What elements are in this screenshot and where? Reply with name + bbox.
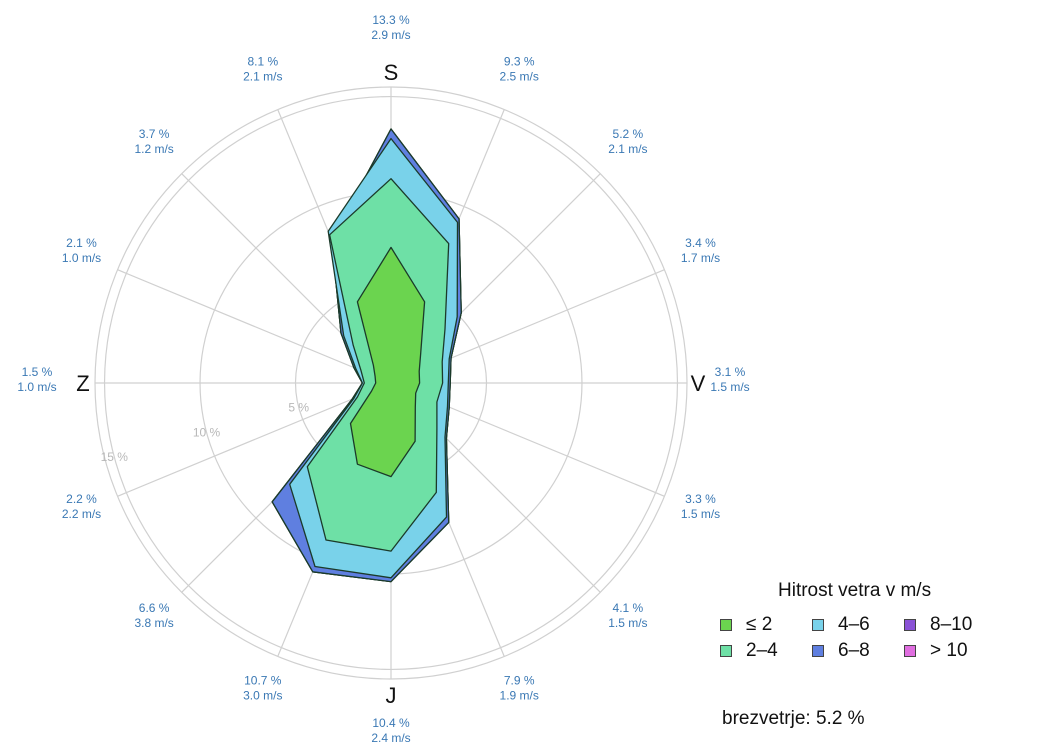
direction-percent: 3.4 % [685,236,716,250]
compass-south: J [386,683,397,708]
legend-label: 2–4 [746,640,778,661]
direction-labels: 5 % 10 % 15 % S V J Z 13.3 % 2.9 m/s 9.3 % 2.5 m/s… [17,13,749,745]
direction-percent: 3.7 % [139,127,170,141]
ring-label: 5 % [288,401,309,415]
legend-item: > 10 [904,640,1004,662]
legend-item: 6–8 [812,640,904,662]
legend-item: ≤ 2 [720,614,812,636]
direction-stat: 3.3 % 1.5 m/s [681,492,720,521]
legend-label: > 10 [930,640,968,661]
legend-swatch [812,645,824,657]
compass-east: V [691,371,706,396]
direction-speed: 2.1 m/s [243,70,282,84]
direction-speed: 2.5 m/s [500,70,539,84]
direction-stat: 6.6 % 3.8 m/s [134,601,173,630]
direction-stat: 10.7 % 3.0 m/s [243,673,282,702]
direction-speed: 1.2 m/s [134,142,173,156]
direction-percent: 9.3 % [504,55,535,69]
direction-speed: 1.5 m/s [710,380,749,394]
direction-speed: 3.8 m/s [134,616,173,630]
direction-stat: 5.2 % 2.1 m/s [608,127,647,156]
legend-label: 8–10 [930,614,973,635]
direction-percent: 6.6 % [139,601,170,615]
direction-speed: 2.9 m/s [371,28,410,42]
direction-stat: 10.4 % 2.4 m/s [371,716,410,745]
compass-west: Z [76,371,89,396]
direction-speed: 2.1 m/s [608,142,647,156]
direction-speed: 1.5 m/s [681,507,720,521]
direction-stat: 4.1 % 1.5 m/s [608,601,647,630]
legend-items: ≤ 2 4–6 8–10 2–4 6–8 > 10 [720,614,1040,662]
legend-label: 4–6 [838,614,870,635]
direction-speed: 1.0 m/s [62,251,101,265]
legend-item: 2–4 [720,640,812,662]
legend-swatch [904,619,916,631]
direction-speed: 3.0 m/s [243,688,282,702]
calm-percentage: brezvetrje: 5.2 % [722,708,865,729]
direction-speed: 1.0 m/s [17,380,56,394]
direction-percent: 10.7 % [244,673,282,687]
direction-stat: 2.1 % 1.0 m/s [62,236,101,265]
radial-spoke [117,382,392,497]
legend-label: 6–8 [838,640,870,661]
direction-stat: 3.7 % 1.2 m/s [134,127,173,156]
direction-stat: 9.3 % 2.5 m/s [500,55,539,84]
direction-speed: 1.5 m/s [608,616,647,630]
direction-stat: 3.1 % 1.5 m/s [710,365,749,394]
direction-percent: 8.1 % [247,55,278,69]
direction-percent: 3.3 % [685,492,716,506]
direction-stat: 1.5 % 1.0 m/s [17,365,56,394]
direction-percent: 4.1 % [613,601,644,615]
direction-speed: 2.2 m/s [62,507,101,521]
compass-north: S [384,60,399,85]
direction-percent: 3.1 % [715,365,746,379]
direction-speed: 2.4 m/s [371,731,410,745]
direction-stat: 3.4 % 1.7 m/s [681,236,720,265]
direction-stat: 13.3 % 2.9 m/s [371,13,410,42]
direction-percent: 2.2 % [66,492,97,506]
direction-percent: 13.3 % [372,13,410,27]
legend-title: Hitrost vetra v m/s [778,580,932,601]
direction-percent: 2.1 % [66,236,97,250]
rose-layer-0 [349,246,426,478]
ring-label: 10 % [193,425,221,439]
direction-stat: 8.1 % 2.1 m/s [243,55,282,84]
ring-label: 15 % [101,450,129,464]
direction-speed: 1.9 m/s [500,688,539,702]
direction-percent: 10.4 % [372,716,410,730]
direction-percent: 7.9 % [504,673,535,687]
legend-item: 4–6 [812,614,904,636]
legend-swatch [812,619,824,631]
legend-swatch [720,645,732,657]
legend-swatch [904,645,916,657]
direction-percent: 5.2 % [613,127,644,141]
legend-item: 8–10 [904,614,1004,636]
direction-speed: 1.7 m/s [681,251,720,265]
direction-stat: 7.9 % 1.9 m/s [500,673,539,702]
direction-percent: 1.5 % [22,365,53,379]
wind-rose-layers [271,128,462,583]
legend-swatch [720,619,732,631]
radial-spoke [117,269,392,384]
speed-legend: Hitrost vetra v m/s ≤ 2 4–6 8–10 2–4 6–8 > 10 [710,580,1040,662]
direction-stat: 2.2 % 2.2 m/s [62,492,101,521]
legend-label: ≤ 2 [746,614,773,635]
